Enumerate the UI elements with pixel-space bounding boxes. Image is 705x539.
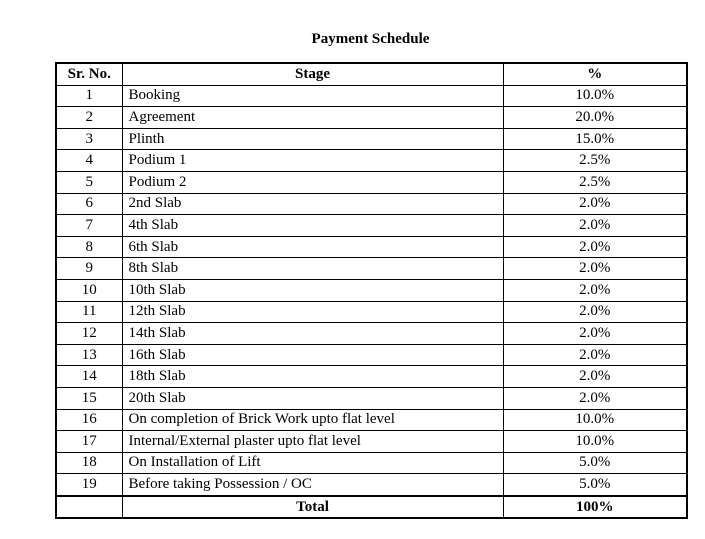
- sr-no-cell: 19: [55, 473, 123, 497]
- header-stage: Stage: [121, 62, 504, 86]
- table-row: 14 18th Slab 2.0%: [55, 365, 688, 388]
- percent-cell: 2.0%: [502, 322, 688, 345]
- stage-cell: 20th Slab: [121, 386, 504, 410]
- sr-no-cell: 6: [55, 192, 123, 216]
- table-row: 16 On completion of Brick Work upto flat …: [55, 408, 688, 432]
- sr-no-cell: 11: [55, 300, 123, 324]
- stage-cell: 14th Slab: [121, 322, 504, 345]
- table-row: 1 Booking 10.0%: [55, 84, 688, 108]
- sr-no-cell: 5: [55, 170, 123, 194]
- percent-cell: 2.0%: [502, 278, 688, 302]
- percent-cell: 2.0%: [502, 192, 688, 216]
- percent-cell: 2.0%: [502, 257, 688, 280]
- percent-cell: 5.0%: [502, 473, 688, 497]
- document-title: Payment Schedule: [311, 31, 430, 47]
- table-row: 10 10th Slab 2.0%: [55, 278, 688, 302]
- percent-cell: 10.0%: [502, 430, 688, 453]
- total-sr-cell: [55, 494, 123, 519]
- percent-cell: 2.0%: [502, 343, 688, 367]
- percent-cell: 2.0%: [502, 365, 688, 388]
- stage-cell: 4th Slab: [121, 214, 504, 237]
- percent-cell: 2.5%: [502, 149, 688, 172]
- stage-cell: Internal/External plaster upto flat leve…: [121, 430, 504, 453]
- stage-cell: 8th Slab: [121, 257, 504, 280]
- percent-cell: 15.0%: [502, 127, 688, 151]
- percent-cell: 10.0%: [502, 84, 688, 108]
- table-row: 17 Internal/External plaster upto flat le…: [55, 430, 688, 453]
- table-row: 4 Podium 1 2.5%: [55, 149, 688, 172]
- sr-no-cell: 9: [55, 257, 123, 280]
- sr-no-cell: 3: [55, 127, 123, 151]
- stage-cell: 6th Slab: [121, 235, 504, 259]
- total-row: Total 100%: [55, 494, 688, 519]
- table-row: 18 On Installation of Lift 5.0%: [55, 451, 688, 475]
- percent-cell: 2.0%: [502, 235, 688, 259]
- header-percent: %: [502, 62, 688, 86]
- stage-cell: On Installation of Lift: [121, 451, 504, 475]
- percent-cell: 20.0%: [502, 106, 688, 129]
- sr-no-cell: 17: [55, 430, 123, 453]
- stage-cell: Podium 1: [121, 149, 504, 172]
- sr-no-cell: 2: [55, 106, 123, 129]
- sr-no-cell: 7: [55, 214, 123, 237]
- sr-no-cell: 18: [55, 451, 123, 475]
- percent-cell: 5.0%: [502, 451, 688, 475]
- sr-no-cell: 8: [55, 235, 123, 259]
- table-body: 1 Booking 10.0% 2 Agreement 20.0% 3 Plinth 15.0%…: [55, 84, 688, 497]
- sr-no-cell: 14: [55, 365, 123, 388]
- percent-cell: 2.0%: [502, 386, 688, 410]
- sr-no-cell: 13: [55, 343, 123, 367]
- stage-cell: 2nd Slab: [121, 192, 504, 216]
- table-header-row: Sr. No. Stage %: [55, 62, 688, 86]
- sr-no-cell: 12: [55, 322, 123, 345]
- percent-cell: 2.0%: [502, 300, 688, 324]
- sr-no-cell: 15: [55, 386, 123, 410]
- header-sr-no: Sr. No.: [55, 62, 123, 86]
- sr-no-cell: 4: [55, 149, 123, 172]
- table-row: 6 2nd Slab 2.0%: [55, 192, 688, 216]
- total-percent: 100%: [502, 494, 688, 519]
- percent-cell: 10.0%: [502, 408, 688, 432]
- sr-no-cell: 10: [55, 278, 123, 302]
- stage-cell: Plinth: [121, 127, 504, 151]
- table-row: 11 12th Slab 2.0%: [55, 300, 688, 324]
- payment-schedule-table: Sr. No. Stage % 1 Booking 10.0% 2 Agreement 2…: [55, 62, 688, 520]
- stage-cell: Before taking Possession / OC: [121, 473, 504, 497]
- table-row: 5 Podium 2 2.5%: [55, 170, 688, 194]
- table-row: 15 20th Slab 2.0%: [55, 386, 688, 410]
- table-row: 13 16th Slab 2.0%: [55, 343, 688, 367]
- stage-cell: 16th Slab: [121, 343, 504, 367]
- table-row: 9 8th Slab 2.0%: [55, 257, 688, 280]
- table-row: 7 4th Slab 2.0%: [55, 214, 688, 237]
- stage-cell: 18th Slab: [121, 365, 504, 388]
- total-label: Total: [121, 494, 504, 519]
- table-row: 2 Agreement 20.0%: [55, 106, 688, 129]
- table-row: 12 14th Slab 2.0%: [55, 322, 688, 345]
- stage-cell: On completion of Brick Work upto flat le…: [121, 408, 504, 432]
- table-row: 8 6th Slab 2.0%: [55, 235, 688, 259]
- sr-no-cell: 16: [55, 408, 123, 432]
- percent-cell: 2.0%: [502, 214, 688, 237]
- stage-cell: Agreement: [121, 106, 504, 129]
- sr-no-cell: 1: [55, 84, 123, 108]
- percent-cell: 2.5%: [502, 170, 688, 194]
- stage-cell: 12th Slab: [121, 300, 504, 324]
- table-row: 3 Plinth 15.0%: [55, 127, 688, 151]
- stage-cell: Booking: [121, 84, 504, 108]
- stage-cell: 10th Slab: [121, 278, 504, 302]
- table-row: 19 Before taking Possession / OC 5.0%: [55, 473, 688, 497]
- stage-cell: Podium 2: [121, 170, 504, 194]
